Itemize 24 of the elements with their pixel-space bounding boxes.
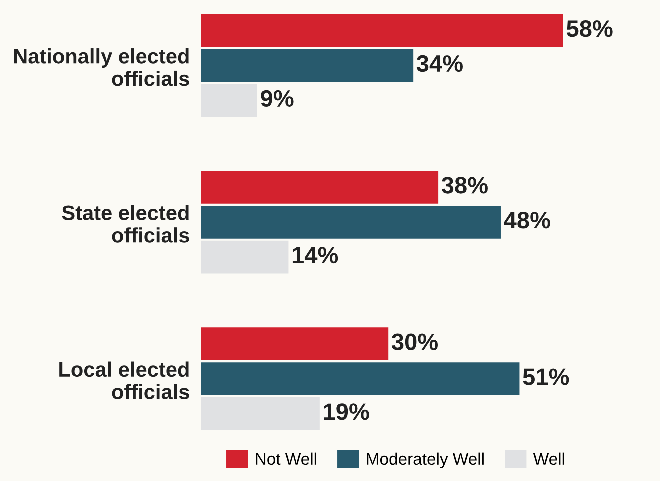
- data-label: 19%: [324, 404, 370, 420]
- y-tick-label: State elected officials: [62, 205, 190, 243]
- bar: [201, 362, 520, 396]
- bar: [201, 14, 564, 48]
- data-label: 9%: [261, 90, 294, 108]
- data-label: 14%: [292, 247, 338, 264]
- bar: [201, 206, 501, 239]
- bar: [201, 84, 258, 118]
- data-label: 51%: [523, 368, 570, 386]
- data-label: 58%: [566, 20, 613, 38]
- data-label: 48%: [504, 212, 550, 229]
- legend-label: Not Well: [256, 452, 316, 466]
- y-tick-label: Nationally elected officials: [14, 48, 190, 86]
- data-label: 34%: [416, 55, 463, 72]
- bar: [201, 240, 289, 274]
- bar: [201, 49, 414, 82]
- bar: [201, 398, 320, 430]
- y-tick-label: Local elected officials: [60, 362, 190, 400]
- legend-label: Well: [533, 452, 564, 466]
- bar: [201, 328, 389, 361]
- data-label: 30%: [392, 334, 438, 350]
- legend-label: Moderately Well: [367, 452, 484, 468]
- data-label: 38%: [442, 177, 488, 194]
- bar: [201, 171, 439, 204]
